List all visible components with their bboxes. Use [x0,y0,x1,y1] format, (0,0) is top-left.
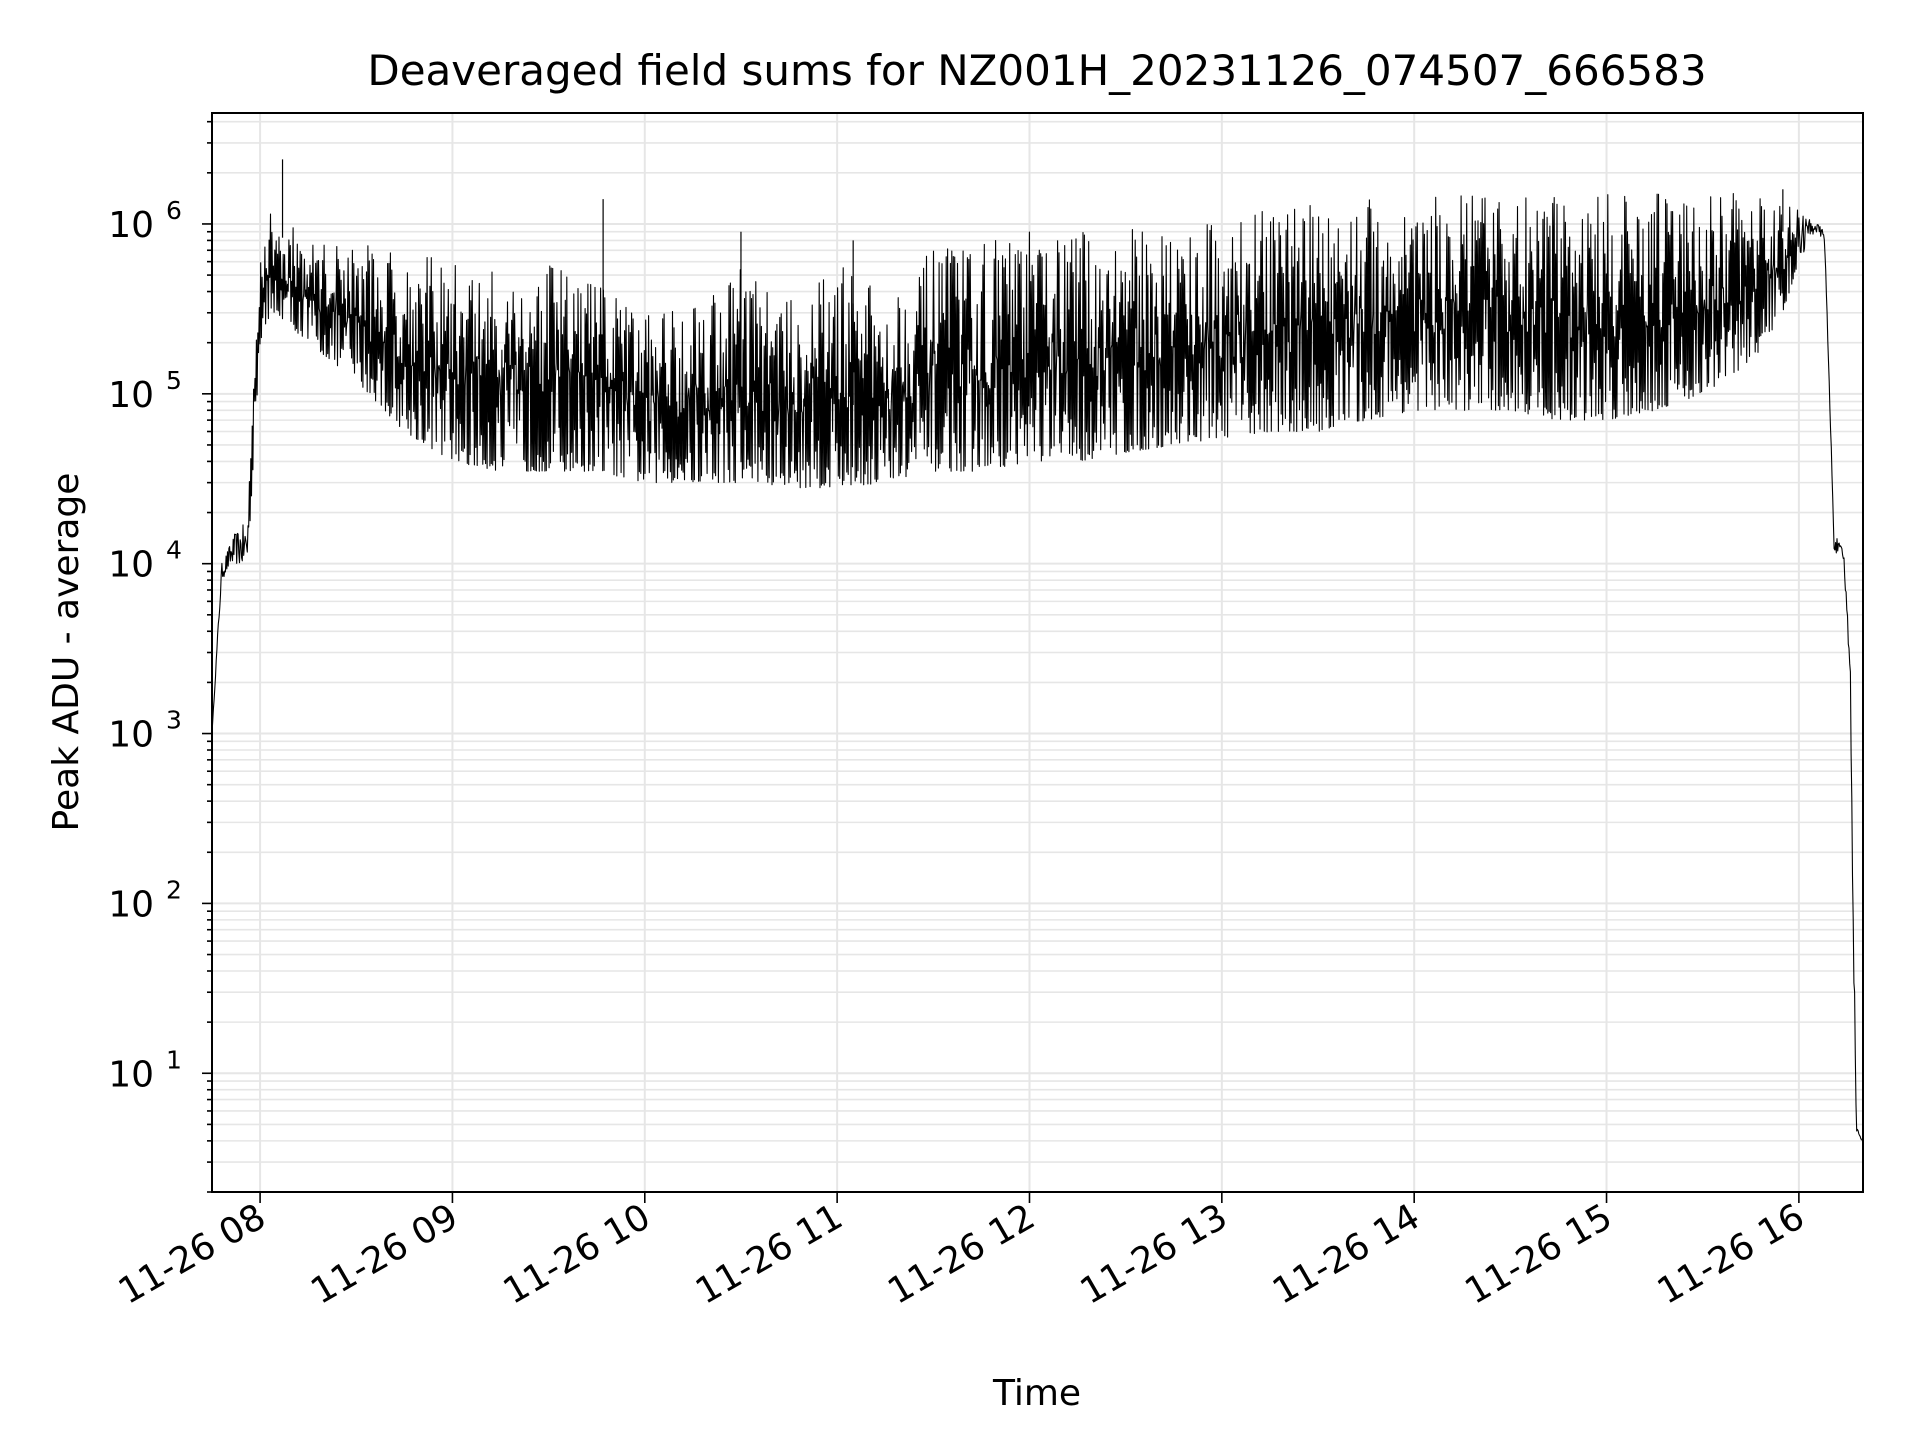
x-tick-label: 11-26 14 [1266,1196,1427,1312]
x-axis-label: Time [992,1373,1081,1414]
y-tick-exponent: 2 [166,875,182,904]
y-tick-label: 10 [108,205,154,246]
y-tick-exponent: 5 [166,366,182,395]
y-axis-label: Peak ADU - average [46,473,87,832]
y-tick-label: 10 [108,715,154,756]
y-tick-label: 10 [108,545,154,586]
x-tick-label: 11-26 12 [881,1196,1042,1312]
y-tick-label: 10 [108,884,154,925]
y-tick-exponent: 6 [166,196,182,225]
y-tick-exponent: 3 [166,706,182,735]
plot-area [211,159,1863,1141]
x-tick-label: 11-26 09 [304,1196,465,1312]
x-tick-label: 11-26 16 [1651,1196,1812,1312]
chart-title: Deaveraged field sums for NZ001H_2023112… [367,46,1706,95]
x-tick-label: 11-26 08 [112,1196,273,1312]
series-line [211,193,1863,1141]
x-axis: 11-26 08 11-26 09 11-26 10 11-26 11 11-26 12… [112,1192,1811,1313]
y-tick-label: 10 [108,375,154,416]
x-tick-label: 11-26 10 [497,1196,658,1312]
y-tick-exponent: 4 [166,536,182,565]
x-tick-label: 11-26 13 [1074,1196,1235,1312]
x-tick-label: 11-26 15 [1458,1196,1619,1312]
y-tick-exponent: 1 [166,1045,182,1074]
x-tick-label: 11-26 11 [689,1196,850,1312]
y-axis: 10 1 10 2 10 3 10 4 10 5 10 6 [108,120,212,1193]
y-tick-label: 10 [108,1054,154,1095]
